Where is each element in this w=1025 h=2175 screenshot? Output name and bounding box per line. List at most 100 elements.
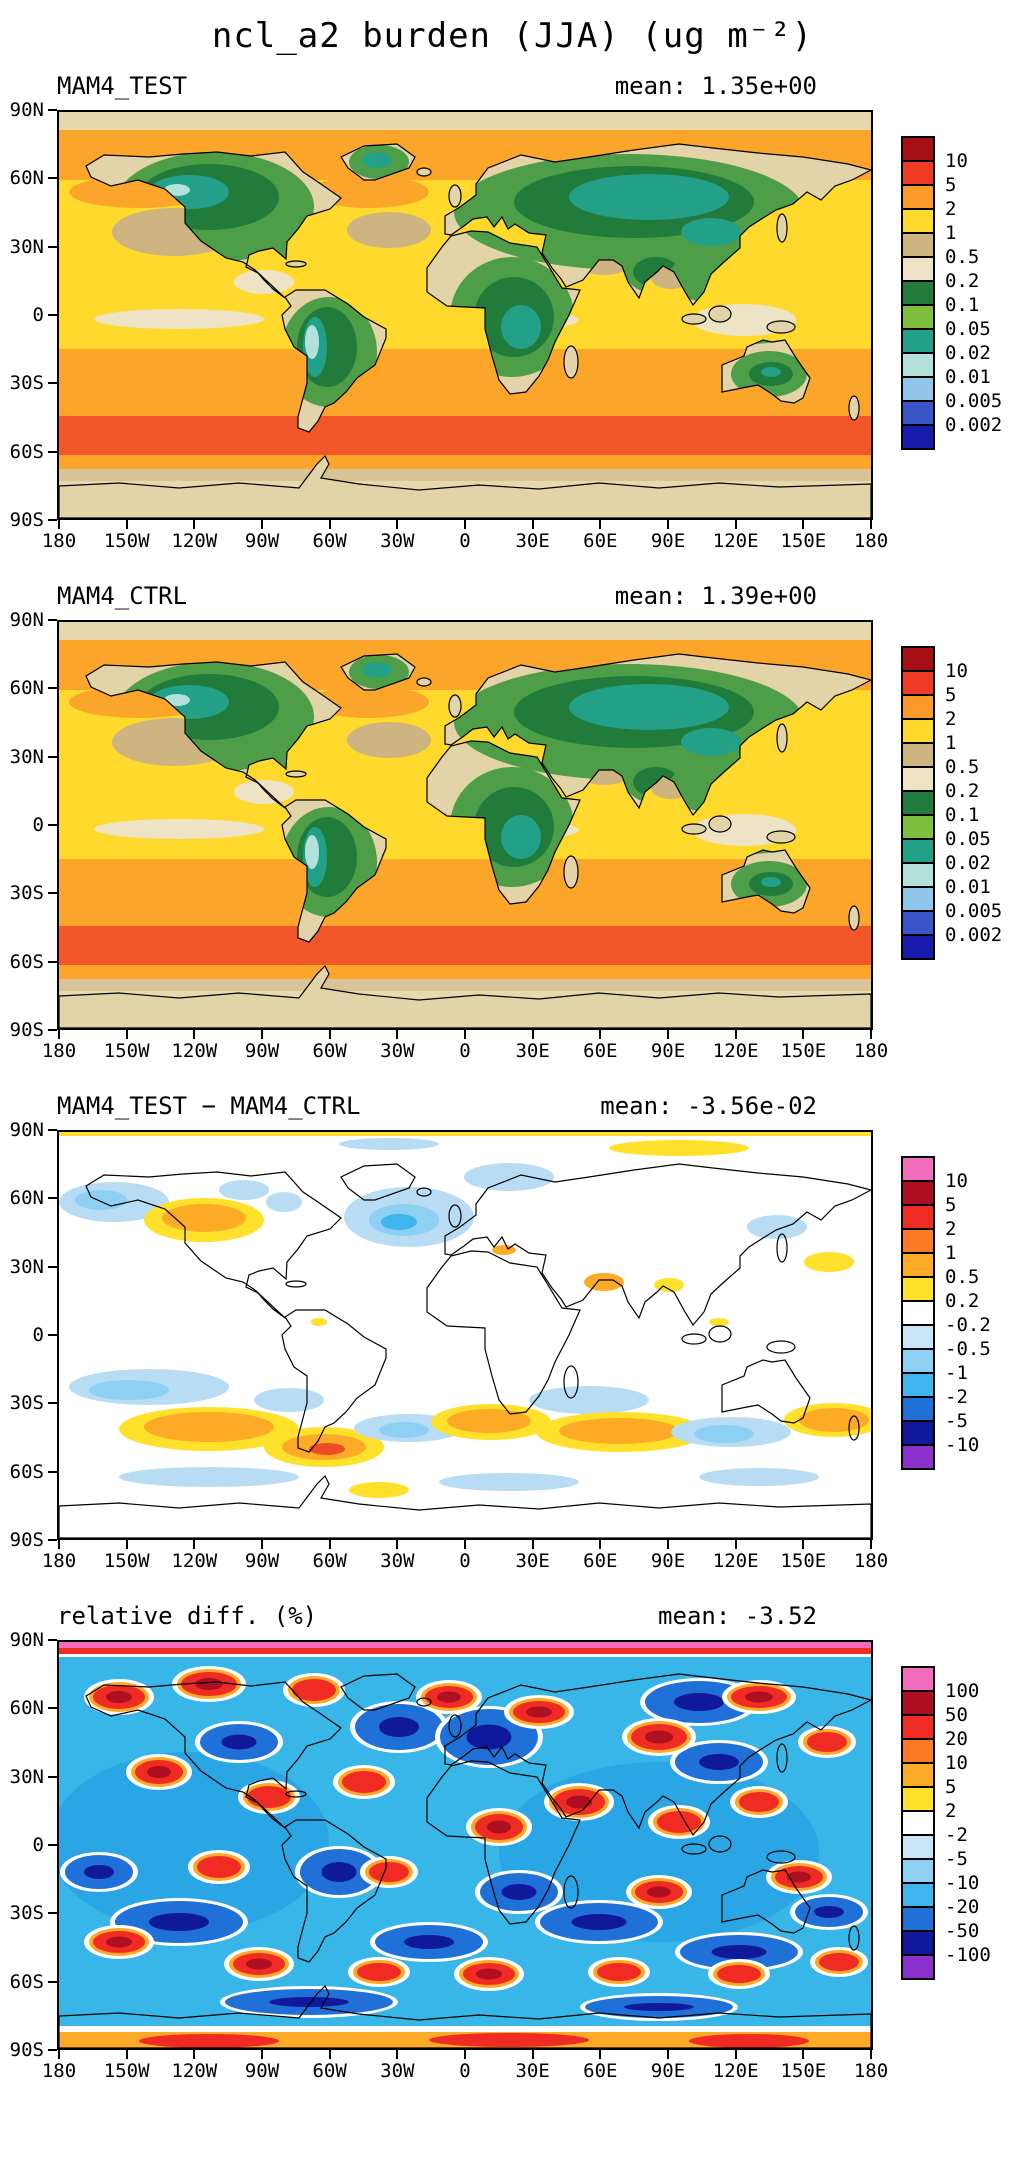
colorbar-tick-label: 10 [945,150,968,172]
colorbar-cell [903,162,933,186]
world-contour-map [59,622,871,1028]
colorbar-tick-label: -0.5 [945,1338,991,1360]
colorbar-tick-label: 50 [945,1704,968,1726]
colorbar-tick-label: 0.02 [945,342,991,364]
colorbar-cell [903,1230,933,1254]
x-tick-mark [870,1540,872,1549]
colorbar-cell [903,816,933,840]
x-tick-mark [464,1540,466,1549]
colorbar-tick-label: 0.002 [945,414,1003,436]
y-tick-mark [48,1129,57,1131]
colorbar-cell [903,696,933,720]
x-tick-label: 150E [780,530,827,552]
x-tick-mark [667,1540,669,1549]
colorbar-cell [903,1254,933,1278]
y-tick-label: 90N [9,99,44,121]
colorbar-cell [903,186,933,210]
x-tick-mark [328,1030,331,1039]
colorbar-cell [903,1692,933,1716]
figure: ncl_a2 burden (JJA) (ug m⁻²) MAM4_TEST m… [0,16,1025,2086]
panel-mean-value: mean: 1.35e+00 [614,72,817,100]
x-tick-label: 120W [171,1550,218,1572]
x-tick-mark [734,2050,737,2059]
x-tick-label: 150W [103,1040,150,1062]
y-tick-label: 0 [32,1834,44,1856]
colorbar-tick-label: 0.5 [945,246,980,268]
colorbar-cell [903,282,933,306]
x-tick-label: 120W [171,1040,218,1062]
x-tick-mark [58,2050,60,2059]
colorbar-tick-label: -10 [945,1872,980,1894]
colorbar-cell [903,1764,933,1788]
y-tick-label: 90S [9,2039,44,2061]
colorbar-labels: 10 5 2 1 0.5 0.2 0.1 0.05 0.02 0.01 0.005 0.002 [945,138,1025,452]
x-tick-mark [396,2050,399,2059]
colorbar-tick-label: 0.2 [945,780,980,802]
colorbar-tick-label: 5 [945,1776,957,1798]
colorbar-cell [903,1956,933,1978]
colorbar-cell [903,1716,933,1740]
colorbar-cell [903,1158,933,1182]
panel-title: relative diff. (%) [57,1602,318,1630]
colorbar-cell [903,1374,933,1398]
x-tick-mark [328,520,331,529]
panel-title: MAM4_TEST [57,72,188,100]
world-contour-map [59,1642,871,2048]
colorbar-cell [903,138,933,162]
y-tick-mark [48,1539,57,1541]
colorbar-cell [903,330,933,354]
x-tick-label: 30W [380,1040,415,1062]
x-tick-mark [261,1540,263,1549]
colorbar: 10 5 2 1 0.5 0.2 0.1 0.05 0.02 0.01 0.005 0.002 [901,646,1002,960]
x-tick-mark [802,1030,805,1039]
colorbar-cells [901,1156,935,1470]
x-tick-label: 180 [853,1550,889,1572]
colorbar-tick-label: 0.01 [945,366,991,388]
panel-header: MAM4_CTRL mean: 1.39e+00 [57,582,869,610]
colorbar-tick-label: 10 [945,660,968,682]
colorbar-tick-label: 2 [945,708,957,730]
panel-mam4-ctrl: MAM4_CTRL mean: 1.39e+00 90N 60N 30N 0 30S 60… [0,582,1025,1066]
colorbar-tick-label: 0.02 [945,852,991,874]
x-tick-label: 30E [515,530,550,552]
colorbar-cell [903,306,933,330]
y-tick-mark [48,1265,57,1268]
y-tick-mark [48,1980,57,1983]
x-tick-mark [328,2050,331,2059]
x-tick-label: 120E [712,530,759,552]
x-tick-label: 180 [853,1040,889,1062]
colorbar-tick-label: 0.002 [945,924,1003,946]
colorbar-cell [903,378,933,402]
x-tick-label: 120E [712,1040,759,1062]
colorbar-labels: 100 50 20 10 5 2 -2 -5 -10 -20 -50 -100 [945,1668,1025,1982]
panel-relative-difference: relative diff. (%) mean: -3.52 90N 60N 30N… [0,1602,1025,2086]
x-tick-mark [396,1030,399,1039]
colorbar-cell [903,912,933,936]
x-tick-mark [125,1540,128,1549]
y-tick-label: 90N [9,609,44,631]
longitude-axis: 180 150W 120W 90W 60W 30W 0 30E 60E 90E 120E 150E 18… [42,2050,888,2086]
colorbar-cell [903,210,933,234]
world-contour-map [59,1132,871,1538]
x-tick-label: 60E [583,2060,618,2082]
x-tick-mark [193,2050,196,2059]
y-tick-label: 0 [32,304,44,326]
map-area: 90N 60N 30N 0 30S 60S 90S 180 150W 120W 90W 60W 30W… [10,1120,888,1576]
x-tick-label: 60W [312,530,347,552]
colorbar-tick-label: -100 [945,1944,991,1966]
colorbar-cell [903,744,933,768]
colorbar-tick-label: -20 [945,1896,980,1918]
colorbar-cell [903,1932,933,1956]
y-tick-label: 30N [9,1255,44,1278]
x-tick-label: 0 [459,1040,471,1062]
x-tick-label: 150E [780,1040,827,1062]
x-tick-label: 0 [459,530,471,552]
x-tick-label: 150W [103,2060,150,2082]
x-tick-label: 90E [650,530,686,552]
y-tick-mark [48,1402,57,1405]
x-tick-mark [870,2050,872,2059]
x-tick-mark [531,2050,534,2059]
x-tick-mark [396,520,399,529]
y-tick-mark [48,1639,57,1641]
y-tick-label: 30S [9,372,44,395]
